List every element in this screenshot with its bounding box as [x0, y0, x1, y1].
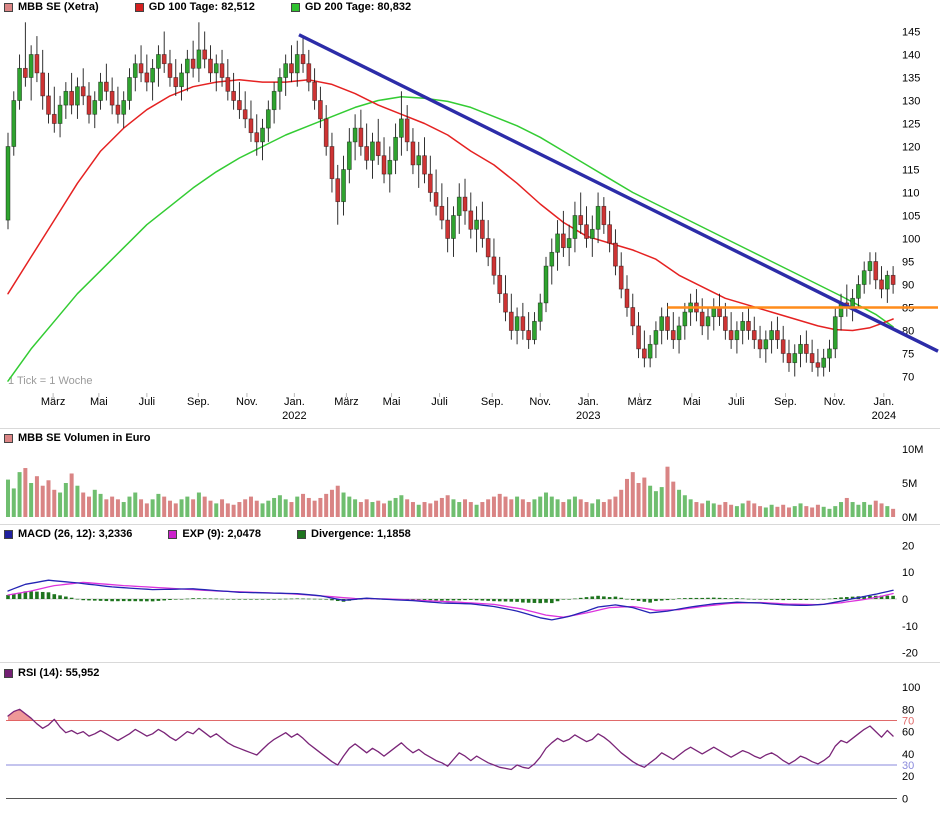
symbol-swatch-icon: [4, 2, 13, 12]
svg-text:105: 105: [902, 211, 920, 223]
legend-label-exp: EXP (9): 2,0478: [182, 528, 262, 540]
legend-label-gd100: GD 100 Tage: 82,512: [148, 1, 255, 13]
svg-text:Jan.: Jan.: [284, 396, 305, 408]
svg-text:60: 60: [902, 727, 914, 739]
gd200-swatch-icon: [290, 2, 300, 12]
svg-text:2023: 2023: [576, 410, 600, 422]
svg-text:40: 40: [902, 749, 914, 761]
rsi-panel-legend: RSI (14): 55,952: [4, 667, 99, 679]
svg-text:März: März: [41, 396, 65, 408]
svg-text:5M: 5M: [902, 478, 917, 490]
svg-text:30: 30: [902, 760, 914, 772]
svg-text:Sep.: Sep.: [187, 396, 210, 408]
svg-text:130: 130: [902, 96, 920, 108]
macd-panel-legend: MACD (26, 12): 3,2336 EXP (9): 2,0478 Di…: [4, 528, 411, 540]
legend-item-macd: MACD (26, 12): 3,2336: [4, 528, 132, 540]
gd100-swatch-icon: [134, 2, 144, 12]
rsi-line: [7, 708, 894, 771]
svg-text:0M: 0M: [902, 512, 917, 524]
legend-item-symbol: MBB SE (Xetra): [4, 1, 99, 13]
candles-group: [5, 22, 896, 377]
svg-text:Juli: Juli: [728, 396, 745, 408]
svg-text:110: 110: [902, 188, 920, 200]
legend-item-gd100: GD 100 Tage: 82,512: [134, 1, 255, 13]
legend-label-gd200: GD 200 Tage: 80,832: [304, 1, 412, 13]
tick-note: 1 Tick = 1 Woche: [8, 375, 92, 387]
legend-label-volume: MBB SE Volumen in Euro: [18, 432, 151, 444]
divergence-swatch-icon: [297, 529, 307, 539]
svg-text:Jan.: Jan.: [873, 396, 894, 408]
svg-text:90: 90: [902, 280, 914, 292]
volume-swatch-icon: [4, 433, 13, 443]
svg-text:Nov.: Nov.: [824, 396, 846, 408]
legend-item-divergence: Divergence: 1,1858: [297, 528, 411, 540]
svg-text:Nov.: Nov.: [236, 396, 258, 408]
time-axis-labels: März Mai Juli Sep. Nov. Jan. März Mai Juli Sep. No…: [41, 393, 896, 422]
svg-text:80: 80: [902, 704, 914, 716]
legend-item-gd200: GD 200 Tage: 80,832: [290, 1, 412, 13]
svg-text:0: 0: [902, 594, 908, 606]
svg-text:100: 100: [902, 682, 920, 694]
svg-text:115: 115: [902, 165, 920, 177]
svg-text:100: 100: [902, 234, 920, 246]
svg-text:70: 70: [902, 372, 914, 384]
legend-item-rsi: RSI (14): 55,952: [4, 667, 99, 679]
macd-axis-labels: 20 10 0 -10 -20: [902, 540, 918, 659]
volume-bars-group: [6, 466, 896, 517]
svg-text:135: 135: [902, 73, 920, 85]
gd200-line: [7, 96, 894, 382]
trendline: [298, 33, 939, 353]
svg-text:-10: -10: [902, 621, 918, 633]
legend-label-rsi: RSI (14): 55,952: [18, 667, 100, 679]
svg-text:140: 140: [902, 50, 920, 62]
svg-text:20: 20: [902, 771, 914, 783]
svg-text:125: 125: [902, 119, 920, 131]
svg-text:2024: 2024: [872, 410, 896, 422]
svg-text:70: 70: [902, 715, 914, 727]
svg-text:Mai: Mai: [90, 396, 108, 408]
legend-label-symbol: MBB SE (Xetra): [18, 1, 99, 13]
price-panel-legend: MBB SE (Xetra) GD 100 Tage: 82,512 GD 20…: [4, 1, 411, 13]
svg-text:10M: 10M: [902, 444, 923, 456]
legend-label-divergence: Divergence: 1,1858: [311, 528, 411, 540]
price-axis-labels: 1451401351301251201151101051009590858075…: [902, 27, 920, 384]
svg-text:Mai: Mai: [683, 396, 701, 408]
panel-separators: [0, 428, 940, 663]
svg-text:Sep.: Sep.: [481, 396, 504, 408]
svg-text:10: 10: [902, 567, 914, 579]
macd-line: [7, 579, 894, 621]
svg-text:Nov.: Nov.: [529, 396, 551, 408]
svg-text:120: 120: [902, 142, 920, 154]
exp-swatch-icon: [168, 529, 178, 539]
macd-swatch-icon: [4, 529, 13, 539]
svg-text:20: 20: [902, 540, 914, 552]
svg-text:-20: -20: [902, 648, 918, 660]
gd100-line: [7, 79, 894, 332]
volume-panel-legend: MBB SE Volumen in Euro: [4, 432, 150, 444]
svg-text:0: 0: [902, 794, 908, 806]
svg-text:145: 145: [902, 27, 920, 39]
svg-text:2022: 2022: [282, 410, 306, 422]
legend-item-exp: EXP (9): 2,0478: [168, 528, 261, 540]
svg-text:1 Tick = 1 Woche: 1 Tick = 1 Woche: [8, 375, 92, 387]
svg-text:Mai: Mai: [383, 396, 401, 408]
svg-text:Sep.: Sep.: [774, 396, 797, 408]
svg-text:Juli: Juli: [431, 396, 448, 408]
legend-item-volume: MBB SE Volumen in Euro: [4, 432, 150, 444]
svg-text:März: März: [627, 396, 651, 408]
svg-text:März: März: [334, 396, 358, 408]
volume-axis-labels: 10M 5M 0M: [902, 444, 923, 524]
macd-histogram-group: [6, 591, 895, 604]
svg-text:95: 95: [902, 257, 914, 269]
svg-text:Jan.: Jan.: [578, 396, 599, 408]
rsi-axis-labels: 100 80 60 40 20 0 70 30: [902, 682, 920, 806]
rsi-swatch-icon: [4, 668, 13, 678]
svg-text:75: 75: [902, 349, 914, 361]
svg-text:Juli: Juli: [139, 396, 156, 408]
legend-label-macd: MACD (26, 12): 3,2336: [18, 528, 133, 540]
